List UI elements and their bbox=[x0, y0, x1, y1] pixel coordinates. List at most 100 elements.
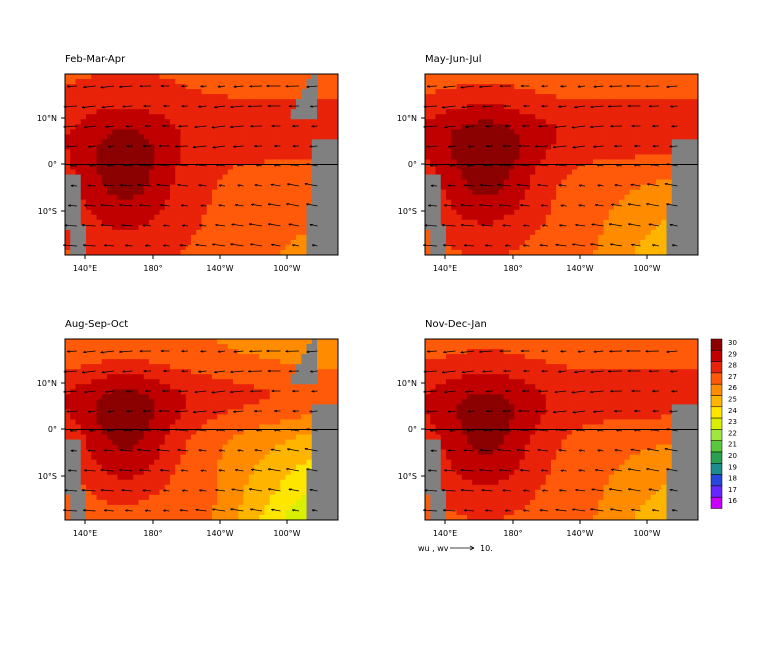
field-cell bbox=[540, 154, 547, 161]
field-cell bbox=[461, 74, 468, 80]
field-cell bbox=[133, 99, 140, 105]
field-cell bbox=[159, 129, 166, 135]
field-cell bbox=[425, 139, 431, 145]
field-cell bbox=[530, 199, 536, 206]
field-cell bbox=[582, 119, 589, 125]
field-cell bbox=[671, 209, 678, 216]
field-cell bbox=[598, 139, 605, 145]
field-cell bbox=[238, 154, 245, 161]
field-cell bbox=[488, 134, 494, 140]
wind-arrowhead bbox=[572, 243, 576, 246]
field-cell bbox=[149, 119, 155, 125]
field-cell bbox=[472, 119, 479, 125]
field-cell bbox=[269, 354, 276, 360]
field-cell bbox=[435, 114, 442, 120]
field-cell bbox=[608, 184, 615, 191]
wind-arrow bbox=[309, 145, 318, 148]
field-cell bbox=[608, 149, 615, 156]
field-cell bbox=[191, 84, 197, 90]
wind-arrow bbox=[119, 184, 133, 187]
field-cell bbox=[640, 119, 647, 125]
wind-arrowhead bbox=[304, 183, 308, 186]
field-cell bbox=[138, 129, 145, 135]
field-cell bbox=[535, 119, 542, 125]
field-cell bbox=[212, 99, 218, 105]
wind-arrow bbox=[423, 105, 438, 108]
field-cell bbox=[317, 84, 323, 90]
field-cell bbox=[101, 364, 108, 370]
field-cell bbox=[566, 224, 573, 231]
field-cell bbox=[175, 379, 182, 385]
field-cell bbox=[201, 184, 208, 191]
field-cell bbox=[451, 169, 458, 176]
field-cell bbox=[254, 399, 260, 405]
field-cell bbox=[509, 164, 515, 171]
field-cell bbox=[80, 399, 87, 405]
wind-arrowhead bbox=[198, 105, 202, 108]
field-cell bbox=[498, 219, 505, 226]
field-cell bbox=[185, 184, 192, 191]
field-cell bbox=[143, 104, 150, 110]
field-cell bbox=[285, 194, 292, 201]
field-cell bbox=[248, 114, 255, 120]
field-cell bbox=[164, 184, 171, 191]
field-cell bbox=[566, 184, 573, 191]
field-cell bbox=[301, 199, 308, 206]
field-cell bbox=[128, 139, 134, 145]
field-cell bbox=[577, 104, 584, 110]
field-cell bbox=[493, 184, 500, 191]
field-cell bbox=[70, 364, 77, 370]
field-cell bbox=[692, 219, 698, 226]
field-cell bbox=[65, 119, 71, 125]
field-cell bbox=[96, 94, 103, 100]
field-cell bbox=[107, 154, 113, 161]
field-cell bbox=[296, 214, 302, 221]
field-cell bbox=[624, 189, 631, 196]
field-cell bbox=[311, 239, 318, 246]
field-cell bbox=[217, 214, 224, 221]
field-cell bbox=[666, 219, 673, 226]
field-cell bbox=[635, 199, 641, 206]
field-cell bbox=[206, 114, 213, 120]
field-cell bbox=[217, 144, 224, 151]
field-cell bbox=[608, 229, 615, 236]
wind-arrowhead bbox=[250, 243, 254, 246]
field-cell bbox=[456, 244, 463, 251]
field-cell bbox=[206, 339, 213, 345]
field-cell bbox=[535, 234, 542, 241]
field-cell bbox=[133, 79, 140, 85]
field-cell bbox=[143, 399, 150, 405]
field-cell bbox=[587, 79, 594, 85]
field-cell bbox=[603, 89, 610, 95]
field-cell bbox=[488, 159, 494, 166]
field-cell bbox=[196, 374, 203, 380]
field-cell bbox=[545, 159, 552, 166]
wind-arrowhead bbox=[217, 85, 221, 88]
field-cell bbox=[222, 194, 229, 201]
field-cell bbox=[477, 134, 484, 140]
field-cell bbox=[112, 359, 119, 365]
field-cell bbox=[451, 234, 458, 241]
y-tick-label: 10°S bbox=[398, 207, 417, 216]
field-cell bbox=[149, 339, 155, 345]
field-cell bbox=[430, 119, 437, 125]
field-cell bbox=[117, 149, 124, 156]
field-cell bbox=[687, 89, 694, 95]
field-cell bbox=[185, 384, 192, 390]
field-cell bbox=[107, 89, 113, 95]
field-cell bbox=[149, 214, 155, 221]
field-cell bbox=[446, 99, 452, 105]
field-cell bbox=[159, 219, 166, 226]
field-cell bbox=[301, 384, 308, 390]
field-cell bbox=[70, 394, 77, 400]
field-cell bbox=[493, 239, 500, 246]
field-cell bbox=[656, 114, 662, 120]
field-cell bbox=[624, 139, 631, 145]
field-cell bbox=[566, 109, 573, 115]
field-cell bbox=[180, 364, 187, 370]
field-cell bbox=[661, 89, 668, 95]
field-cell bbox=[91, 384, 98, 390]
field-cell bbox=[317, 89, 323, 95]
field-cell bbox=[456, 134, 463, 140]
field-cell bbox=[164, 154, 171, 161]
